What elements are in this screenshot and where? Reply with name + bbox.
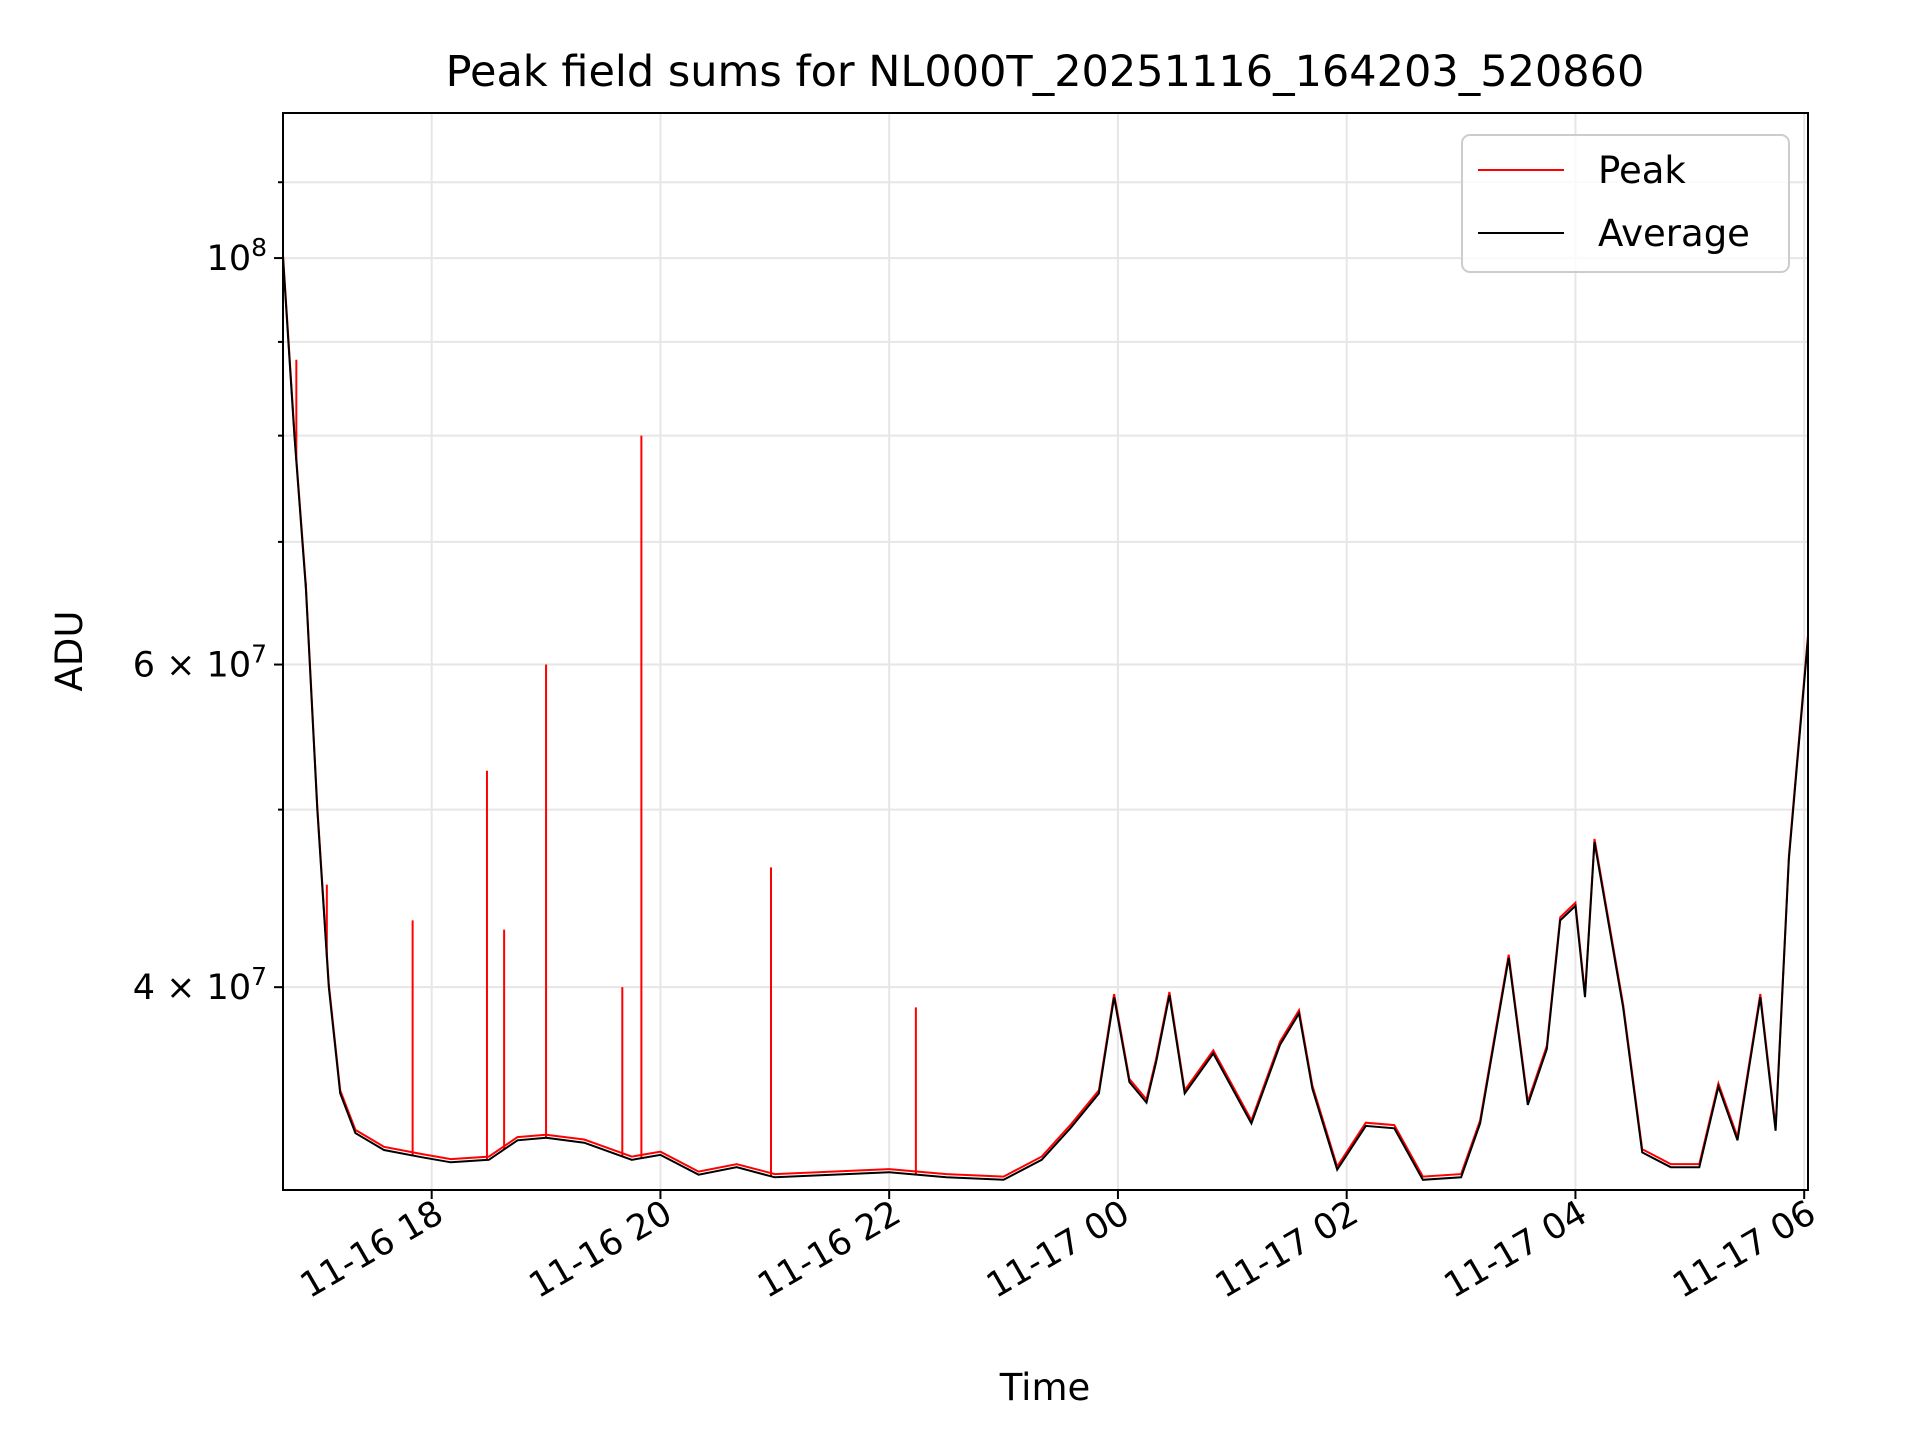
legend-label-average: Average	[1598, 212, 1750, 255]
x-tick-label: 11-17 00	[980, 1193, 1136, 1306]
x-tick-label: 11-17 06	[1666, 1193, 1822, 1306]
x-tick-label: 11-16 22	[751, 1193, 907, 1306]
ticks: 11-16 18 11-16 20 11-16 22 11-17 00 11-17 02…	[133, 181, 1823, 1306]
y-tick-label: 4 × 107	[133, 962, 267, 1008]
y-tick-label: 108	[207, 233, 267, 279]
legend-label-peak: Peak	[1598, 149, 1686, 192]
y-tick-label: 6 × 107	[133, 640, 267, 686]
grid	[283, 113, 1808, 1190]
average-line	[283, 258, 1808, 1181]
legend: Peak Average	[1461, 134, 1790, 273]
y-axis-label: ADU	[48, 611, 91, 692]
x-axis-label: Time	[999, 1366, 1091, 1409]
x-tick-label: 11-16 20	[523, 1193, 679, 1306]
x-tick-label: 11-17 04	[1438, 1193, 1594, 1306]
chart-title: Peak field sums for NL000T_20251116_1642…	[446, 47, 1645, 97]
peak-line	[283, 254, 1808, 1178]
x-tick-label: 11-16 18	[294, 1193, 450, 1306]
series-layer	[283, 254, 1808, 1181]
x-tick-label: 11-17 02	[1209, 1193, 1365, 1306]
plot-frame	[282, 112, 1809, 1191]
